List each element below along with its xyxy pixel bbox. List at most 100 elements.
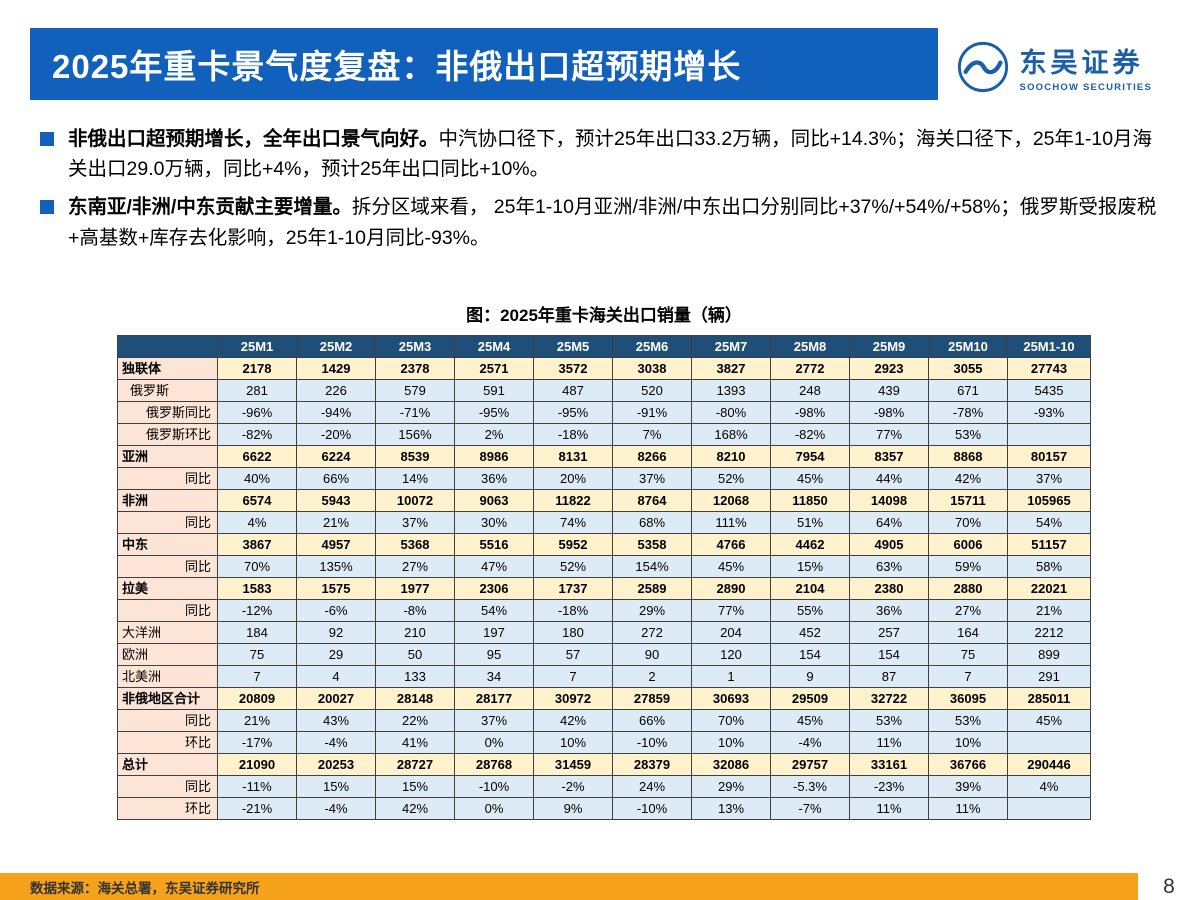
cell: 22021 [1007,576,1091,600]
cell: 75 [928,642,1008,666]
cell: 2923 [849,356,929,380]
cell: 27% [375,554,455,578]
cell: 899 [1007,642,1091,666]
cell: 29% [691,774,771,798]
row-label: 欧洲 [117,642,218,666]
cell: -2% [533,774,613,798]
cell: 9% [533,796,613,820]
cell: 452 [770,620,850,644]
cell: 68% [612,510,692,534]
bullet-bold-text: 非俄出口超预期增长，全年出口景气向好。 [68,128,439,150]
cell: 3055 [928,356,1008,380]
cell: 36095 [928,686,1008,710]
cell: 6574 [217,488,297,512]
cell: 44% [849,466,929,490]
column-header: 25M5 [533,334,613,358]
cell: 8210 [691,444,771,468]
row-label: 拉美 [117,576,218,600]
table-row: 同比 -11% 15% 15% -10% -2% 24% 29% -5.3% -23% 39% 4% [117,774,1091,798]
cell: 2880 [928,576,1008,600]
cell: 290446 [1007,752,1091,776]
cell: 12068 [691,488,771,512]
logo-text-cn: 东吴证券 [1019,48,1144,78]
column-header: 25M1 [217,334,297,358]
cell: 52% [533,554,613,578]
cell: 6622 [217,444,297,468]
cell: 7 [928,664,1008,688]
cell: 28177 [454,686,534,710]
cell: -94% [296,400,376,424]
cell: 487 [533,378,613,402]
cell: 36766 [928,752,1008,776]
row-label: 环比 [117,730,218,754]
cell: 10% [691,730,771,754]
cell: 5358 [612,532,692,556]
cell: 1429 [296,356,376,380]
cell: 8266 [612,444,692,468]
cell: 5435 [1007,378,1091,402]
cell: 133 [375,664,455,688]
cell: 5368 [375,532,455,556]
cell: 31459 [533,752,613,776]
cell: 36% [849,598,929,622]
cell: 37% [454,708,534,732]
cell: -82% [770,422,850,446]
cell: 22% [375,708,455,732]
cell: 2378 [375,356,455,380]
cell: 53% [928,708,1008,732]
cell: 8539 [375,444,455,468]
cell: 41% [375,730,455,754]
cell: 50 [375,642,455,666]
page-number: 8 [1138,873,1200,900]
cell: -18% [533,422,613,446]
cell: 4% [217,510,297,534]
cell: 45% [1007,708,1091,732]
row-label: 同比 [117,598,218,622]
column-header: 25M10 [928,334,1008,358]
table-body: 独联体 2178 1429 2378 2571 3572 3038 3827 2772 2923 3… [117,356,1091,820]
table-row: 同比 70% 135% 27% 47% 52% 154% 45% 15% 63% 59% 58% [117,554,1091,578]
cell: 168% [691,422,771,446]
cell: 8868 [928,444,1008,468]
cell: 63% [849,554,929,578]
column-header: 25M6 [612,334,692,358]
row-label: 同比 [117,554,218,578]
cell: 66% [296,466,376,490]
cell: 120 [691,642,771,666]
row-label: 非俄地区合计 [117,686,218,710]
bullet-item: 非俄出口超预期增长，全年出口景气向好。中汽协口径下，预计25年出口33.2万辆，… [38,124,1170,184]
table-row: 俄罗斯同比 -96% -94% -71% -95% -95% -91% -80% -98% -98… [117,400,1091,424]
cell: 14098 [849,488,929,512]
slide-title-bar: 2025年重卡景气度复盘：非俄出口超预期增长 [30,28,938,100]
cell: 7 [533,664,613,688]
table-row: 亚洲 6622 6224 8539 8986 8131 8266 8210 7954 8357 88… [117,444,1091,468]
cell: 42% [928,466,1008,490]
cell: 135% [296,554,376,578]
cell: 248 [770,378,850,402]
logo-text: 东吴证券 SOOCHOW SECURITIES [1020,41,1152,93]
row-label: 北美洲 [117,664,218,688]
cell: 7 [217,664,297,688]
cell: 11% [928,796,1008,820]
cell: 20% [533,466,613,490]
cell: 197 [454,620,534,644]
cell: -7% [770,796,850,820]
cell: 10% [928,730,1008,754]
cell: 21090 [217,752,297,776]
data-source: 数据来源：海关总署，东吴证券研究所 [30,880,260,896]
cell: 154 [849,642,929,666]
cell: 520 [612,378,692,402]
cell: -95% [533,400,613,424]
cell: 52% [691,466,771,490]
cell: 92 [296,620,376,644]
cell: 291 [1007,664,1091,688]
cell: 45% [691,554,771,578]
cell: 671 [928,378,1008,402]
cell: 6224 [296,444,376,468]
footer: 数据来源：海关总署，东吴证券研究所 8 [0,873,1200,900]
cell: 4957 [296,532,376,556]
cell: -20% [296,422,376,446]
cell: 2212 [1007,620,1091,644]
cell: 4462 [770,532,850,556]
cell: 11% [849,796,929,820]
